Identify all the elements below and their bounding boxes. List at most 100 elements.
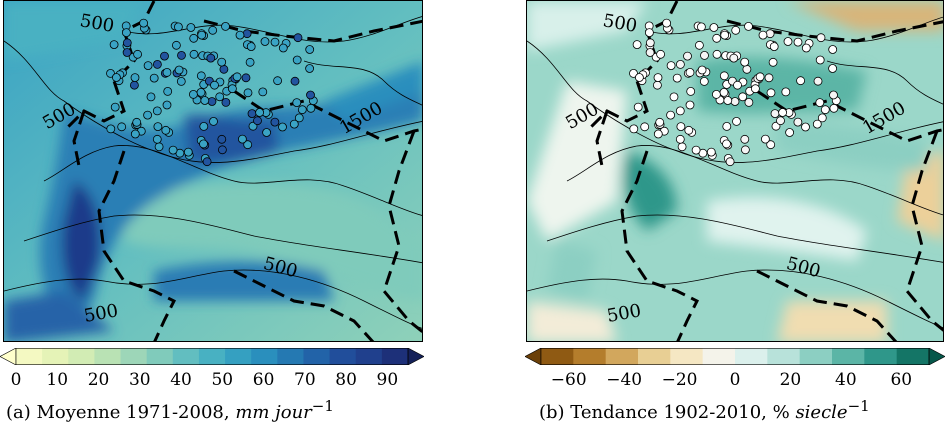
country-border — [585, 1, 679, 133]
colorbar-tick-label: 60 — [890, 370, 913, 390]
station-marker — [828, 64, 838, 73]
station-marker — [765, 29, 775, 39]
station-marker — [828, 45, 838, 54]
station-marker — [210, 80, 219, 90]
station-marker — [139, 18, 149, 28]
station-marker — [243, 88, 253, 98]
station-marker — [683, 51, 692, 61]
station-marker — [755, 72, 765, 82]
station-marker — [174, 65, 184, 75]
country-border — [756, 269, 898, 341]
station-marker — [785, 128, 795, 137]
station-marker — [305, 45, 315, 54]
station-marker — [297, 105, 307, 115]
station-marker — [235, 30, 245, 40]
station-marker — [706, 147, 716, 157]
elevation-contour — [43, 145, 422, 216]
station-marker — [132, 117, 142, 127]
station-marker — [294, 113, 304, 123]
station-marker — [815, 98, 825, 107]
station-marker — [829, 90, 838, 100]
colorbar-extend-high — [407, 348, 424, 365]
station-marker — [632, 40, 642, 49]
colorbar-swatch — [670, 348, 704, 365]
station-marker — [130, 73, 140, 82]
station-marker — [217, 134, 227, 144]
station-marker — [207, 97, 217, 106]
colorbar-swatch — [381, 348, 409, 365]
caption-a: (a) Moyenne 1971-2008, mm jour−1 — [6, 397, 334, 423]
station-marker — [117, 122, 127, 132]
colorbar-tick-label: 30 — [128, 370, 151, 390]
colorbar-swatch — [355, 348, 383, 365]
station-marker — [143, 110, 153, 120]
colorbar-swatch — [277, 348, 304, 365]
station-marker — [675, 106, 685, 116]
station-marker — [793, 117, 803, 127]
colorbar-swatch — [638, 348, 671, 365]
station-marker — [289, 119, 299, 129]
station-marker — [722, 122, 732, 131]
colorbar-tick-label: −40 — [606, 370, 643, 390]
station-marker — [258, 87, 268, 97]
colorbar-tick-label: 20 — [87, 370, 110, 390]
station-marker — [247, 109, 257, 118]
station-marker — [110, 102, 120, 112]
station-marker — [232, 72, 242, 82]
station-marker — [221, 21, 230, 31]
station-marker — [686, 87, 696, 96]
map-panel-a: 500 500 1500 500 500 — [3, 0, 423, 342]
station-marker — [262, 128, 272, 137]
colorbar-swatch — [573, 348, 607, 365]
station-marker — [246, 42, 256, 51]
country-border — [620, 150, 700, 341]
station-marker — [177, 51, 186, 60]
station-marker — [245, 57, 255, 67]
station-marker — [731, 25, 741, 35]
station-marker — [766, 140, 776, 150]
station-marker — [122, 28, 131, 38]
station-marker — [208, 25, 218, 35]
station-marker — [766, 88, 776, 98]
station-marker — [645, 28, 654, 38]
station-marker — [152, 60, 162, 69]
colorbar-swatch — [303, 348, 331, 365]
station-marker — [133, 49, 143, 59]
colorbar-tick-label: 0 — [729, 370, 741, 390]
country-border — [726, 19, 943, 43]
station-marker — [219, 64, 229, 74]
colorbar-tick-label: 70 — [294, 370, 316, 390]
colorbar-swatch — [832, 348, 865, 365]
colorbar-swatch — [329, 348, 357, 365]
station-marker — [770, 109, 780, 118]
station-marker — [750, 84, 760, 94]
station-marker — [685, 68, 695, 77]
station-marker — [273, 76, 283, 86]
station-marker — [206, 53, 216, 63]
station-marker — [270, 37, 280, 47]
colorbar-tick-label: 80 — [335, 370, 357, 390]
station-marker — [796, 76, 806, 86]
country-border — [382, 130, 422, 334]
station-marker — [738, 92, 748, 102]
station-marker — [699, 77, 709, 86]
station-marker — [173, 22, 183, 32]
colorbar-swatch — [735, 348, 768, 365]
colorbar-swatch — [172, 348, 200, 365]
station-marker — [196, 88, 206, 97]
station-marker — [306, 90, 315, 100]
colorbar-tick-label: 50 — [211, 370, 234, 390]
station-marker — [712, 49, 722, 59]
station-marker — [725, 157, 735, 167]
station-marker — [669, 92, 679, 102]
station-marker — [306, 103, 316, 113]
colorbar-swatch — [42, 348, 69, 365]
station-marker — [700, 51, 709, 60]
colorbar-b — [525, 348, 945, 365]
country-border — [233, 269, 375, 341]
station-marker — [815, 55, 825, 65]
station-marker — [677, 142, 687, 152]
station-marker — [764, 73, 774, 83]
caption-b: (b) Tendance 1902-2010, % siecle−1 — [539, 397, 870, 423]
